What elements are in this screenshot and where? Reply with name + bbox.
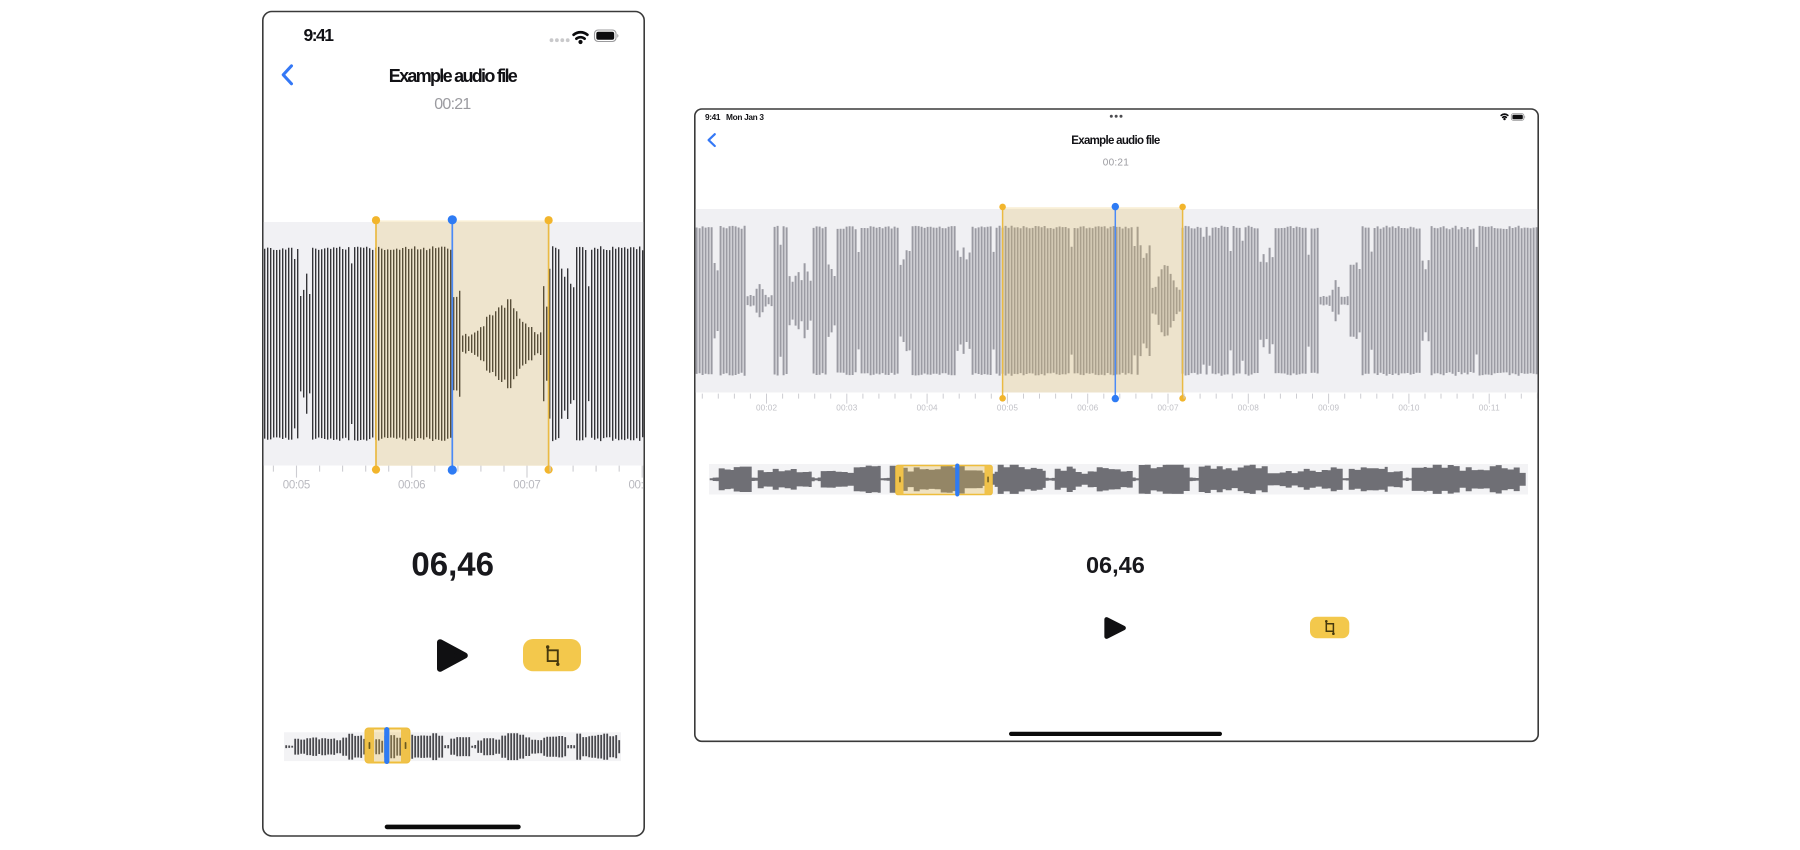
svg-text:00:04: 00:04 xyxy=(917,404,938,413)
svg-text:00:09: 00:09 xyxy=(1318,404,1339,413)
svg-text:00:07: 00:07 xyxy=(1158,404,1179,413)
svg-text:9:41: 9:41 xyxy=(705,112,721,122)
svg-text:Mon Jan 3: Mon Jan 3 xyxy=(726,112,764,122)
svg-text:00:07: 00:07 xyxy=(513,479,541,491)
svg-text:00:06: 00:06 xyxy=(1077,404,1098,413)
svg-text:00:08: 00:08 xyxy=(1238,404,1259,413)
svg-text:Example audio file: Example audio file xyxy=(1071,135,1160,147)
svg-text:06,46: 06,46 xyxy=(1086,552,1145,578)
svg-text:00:03: 00:03 xyxy=(836,404,857,413)
svg-text:00:11: 00:11 xyxy=(1479,404,1500,413)
svg-text:00:02: 00:02 xyxy=(756,404,777,413)
svg-text:00:06: 00:06 xyxy=(398,479,426,491)
svg-text:9:41: 9:41 xyxy=(304,25,335,45)
svg-text:Example audio file: Example audio file xyxy=(389,66,518,86)
svg-text:00:21: 00:21 xyxy=(434,96,471,113)
svg-text:00:05: 00:05 xyxy=(997,404,1018,413)
svg-text:00:21: 00:21 xyxy=(1103,157,1129,168)
svg-text:00:08: 00:08 xyxy=(628,479,656,491)
svg-text:00:10: 00:10 xyxy=(1398,404,1419,413)
svg-text:00:05: 00:05 xyxy=(283,479,311,491)
svg-text:06,46: 06,46 xyxy=(411,545,494,582)
